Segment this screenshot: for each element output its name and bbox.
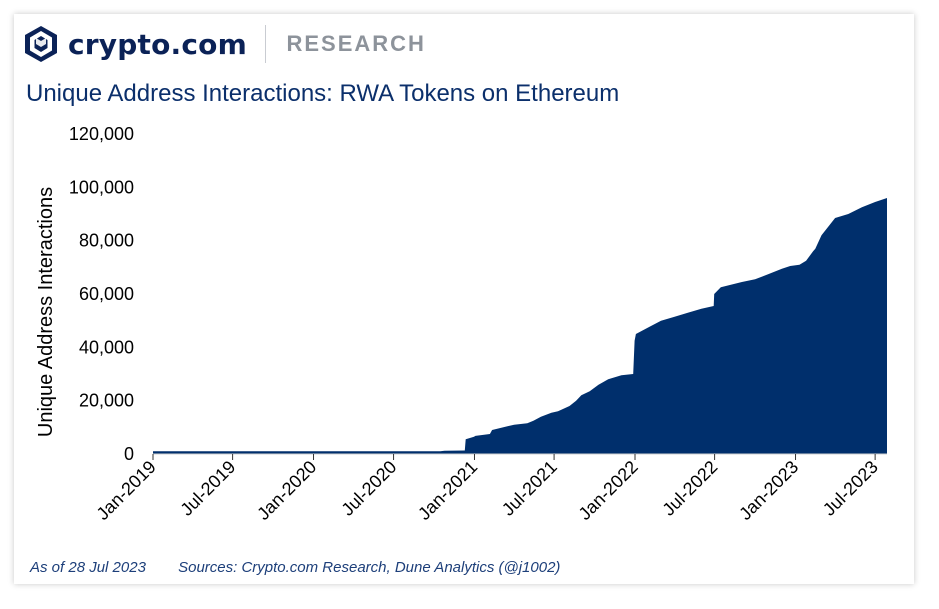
y-tick-label: 40,000 [79, 337, 134, 357]
y-tick-label: 20,000 [79, 391, 134, 411]
x-tick-label: Jul-2020 [337, 457, 400, 520]
area-chart: 0 20,000 40,000 60,000 80,000 100,000 120,000 J… [35, 124, 887, 524]
chart-title: Unique Address Interactions: RWA Tokens … [26, 80, 620, 107]
brand-divider [264, 25, 267, 63]
y-tick-label: 120,000 [69, 124, 134, 144]
chart-card: crypto.com RESEARCH Unique Address Inter… [14, 14, 914, 584]
x-tick-label: Jan-2023 [735, 457, 802, 524]
x-tick-label: Jul-2021 [498, 457, 561, 520]
brand-header: crypto.com RESEARCH [24, 22, 426, 66]
chart-footer: As of 28 Jul 2023 Sources: Crypto.com Re… [30, 559, 560, 576]
x-tick-label: Jul-2019 [176, 457, 239, 520]
brand-section-label: RESEARCH [286, 31, 426, 56]
y-tick-label: 80,000 [79, 231, 134, 251]
x-tick-label: Jul-2023 [819, 457, 882, 520]
x-tick-label: Jan-2022 [575, 457, 642, 524]
brand-name: crypto.com [68, 27, 247, 61]
y-tick-label: 100,000 [69, 177, 134, 197]
area-series-0 [153, 198, 887, 454]
sources-note: Sources: Crypto.com Research, Dune Analy… [178, 559, 561, 576]
x-tick-label: Jan-2020 [253, 457, 320, 524]
x-tick-label: Jul-2022 [658, 457, 721, 520]
y-tick-label: 60,000 [79, 284, 134, 304]
y-tick-label: 0 [124, 444, 134, 464]
y-axis-label: Unique Address Interactions [35, 187, 57, 437]
x-tick-label: Jan-2021 [414, 457, 481, 524]
x-tick-label: Jan-2019 [93, 457, 160, 524]
as-of-date: As of 28 Jul 2023 [30, 559, 146, 576]
crypto-logo-icon [25, 26, 57, 62]
